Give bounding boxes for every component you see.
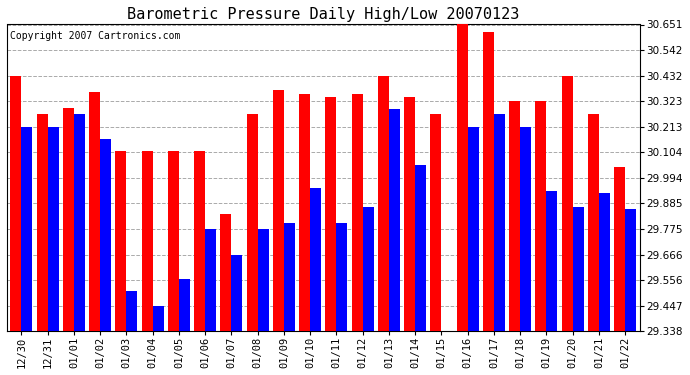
Text: Copyright 2007 Cartronics.com: Copyright 2007 Cartronics.com — [10, 31, 181, 40]
Bar — [494, 114, 505, 331]
Bar — [546, 190, 558, 331]
Bar — [363, 207, 374, 331]
Bar — [284, 224, 295, 331]
Bar — [152, 306, 164, 331]
Bar — [168, 151, 179, 331]
Bar — [179, 279, 190, 331]
Bar — [468, 127, 479, 331]
Bar — [141, 151, 152, 331]
Bar — [483, 32, 494, 331]
Bar — [21, 127, 32, 331]
Bar — [457, 24, 468, 331]
Bar — [404, 97, 415, 331]
Bar — [535, 101, 546, 331]
Bar — [63, 108, 74, 331]
Bar — [257, 229, 268, 331]
Bar — [246, 114, 257, 331]
Bar — [337, 224, 348, 331]
Bar — [520, 127, 531, 331]
Bar — [273, 90, 284, 331]
Bar — [378, 76, 389, 331]
Bar — [562, 76, 573, 331]
Bar — [126, 291, 137, 331]
Bar — [194, 152, 205, 331]
Bar — [115, 151, 126, 331]
Bar — [74, 114, 85, 331]
Bar — [588, 114, 599, 331]
Bar — [231, 255, 242, 331]
Bar — [599, 193, 610, 331]
Bar — [431, 114, 442, 331]
Bar — [299, 94, 310, 331]
Bar — [310, 188, 321, 331]
Bar — [625, 209, 636, 331]
Bar — [352, 94, 363, 331]
Bar — [205, 229, 216, 331]
Bar — [415, 165, 426, 331]
Bar — [10, 76, 21, 331]
Bar — [89, 93, 100, 331]
Bar — [100, 139, 111, 331]
Bar — [442, 331, 453, 347]
Bar — [37, 114, 48, 331]
Bar — [326, 97, 337, 331]
Bar — [48, 127, 59, 331]
Bar — [614, 167, 625, 331]
Bar — [509, 101, 520, 331]
Title: Barometric Pressure Daily High/Low 20070123: Barometric Pressure Daily High/Low 20070… — [127, 7, 520, 22]
Bar — [389, 109, 400, 331]
Bar — [220, 214, 231, 331]
Bar — [573, 207, 584, 331]
